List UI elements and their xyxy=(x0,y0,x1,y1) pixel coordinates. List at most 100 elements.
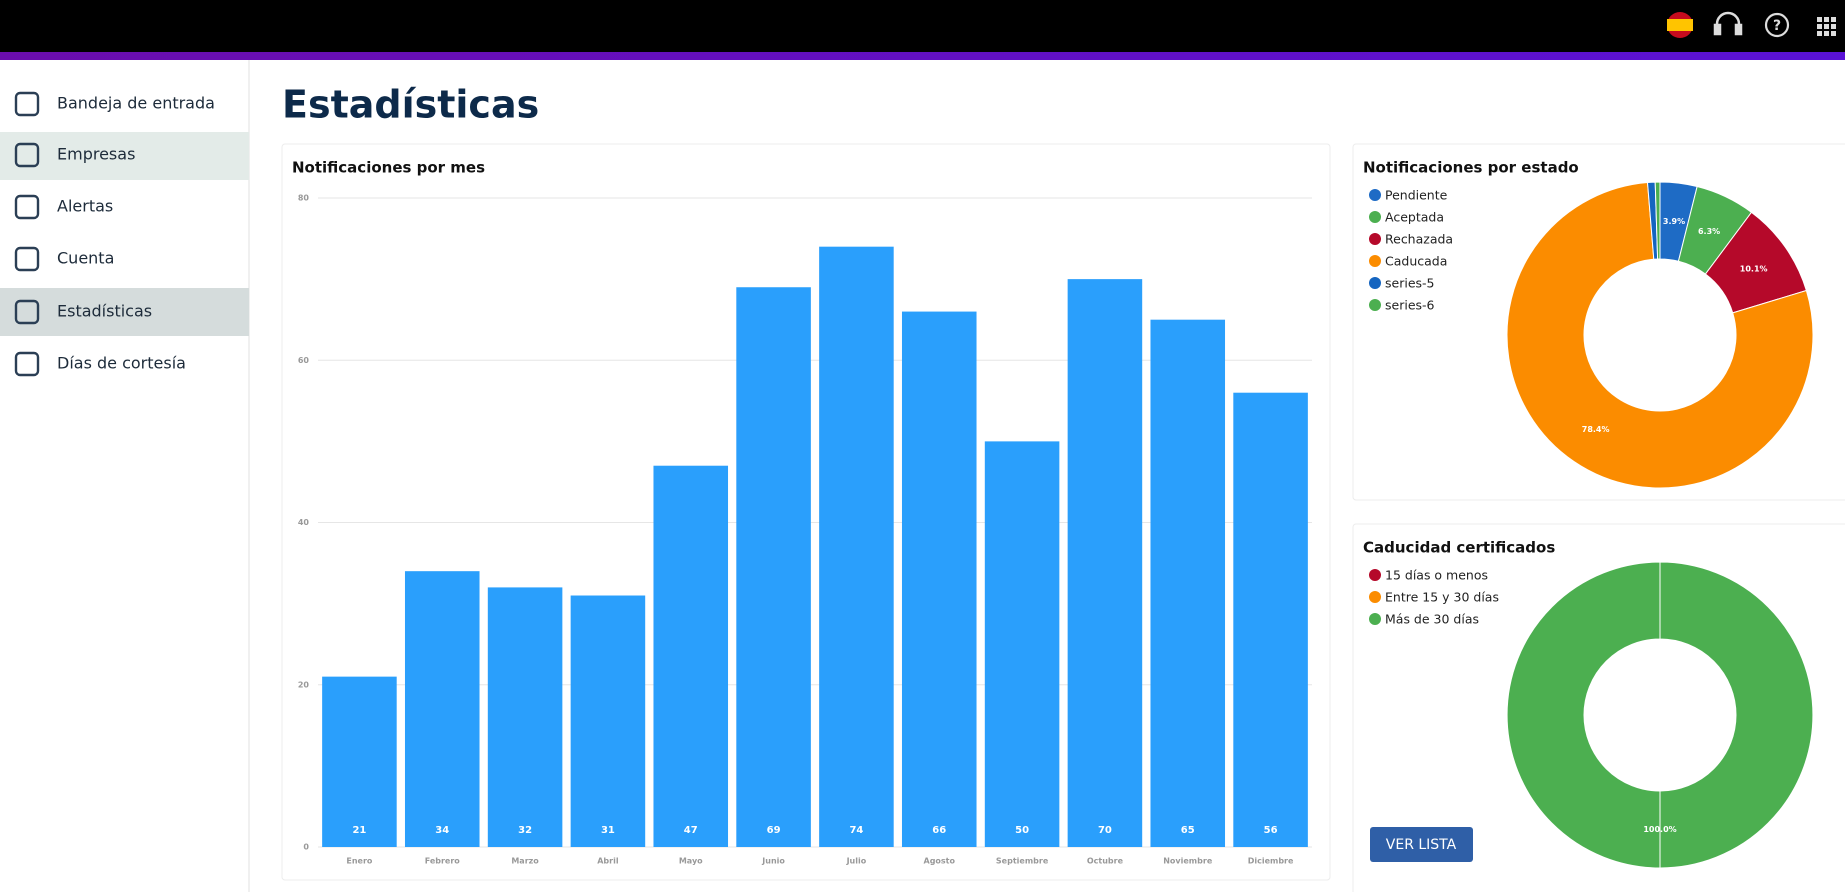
apps-icon[interactable] xyxy=(1817,17,1836,36)
apps-dot xyxy=(1824,24,1829,29)
legend-label: Caducada xyxy=(1385,254,1447,269)
apps-dot xyxy=(1817,31,1822,36)
bar-value-label: 47 xyxy=(684,825,698,836)
bar-value-label: 65 xyxy=(1181,825,1195,836)
apps-dot xyxy=(1824,17,1829,22)
x-tick-label: Diciembre xyxy=(1248,857,1294,866)
x-tick-label: Agosto xyxy=(924,857,956,866)
nav-active xyxy=(0,288,249,336)
nav-label[interactable]: Días de cortesía xyxy=(57,354,186,373)
legend-label: series-6 xyxy=(1385,298,1435,313)
bar xyxy=(653,465,729,847)
x-tick-label: Junio xyxy=(761,857,785,866)
pie-slice xyxy=(1654,181,1661,260)
nav-label[interactable]: Cuenta xyxy=(57,249,114,268)
x-tick-label: Noviembre xyxy=(1163,857,1213,866)
nav-label[interactable]: Empresas xyxy=(57,145,135,164)
legend-label: Rechazada xyxy=(1385,232,1453,247)
bar-value-label: 69 xyxy=(767,825,781,836)
legend-swatch xyxy=(1369,299,1381,311)
bar-value-label: 66 xyxy=(932,825,946,836)
pie-slice xyxy=(1506,561,1814,869)
flag-icon[interactable] xyxy=(1667,12,1693,38)
legend-swatch xyxy=(1369,233,1381,245)
bar-value-label: 34 xyxy=(435,825,449,836)
chart-title: Caducidad certificados xyxy=(1363,539,1555,557)
bar-value-label: 70 xyxy=(1098,825,1112,836)
legend-label: Más de 30 días xyxy=(1385,612,1479,627)
chart-title: Notificaciones por mes xyxy=(292,159,485,177)
bar xyxy=(819,246,894,848)
accent-bar xyxy=(0,52,1845,60)
apps-dot xyxy=(1831,17,1836,22)
slice-label: 10.1% xyxy=(1740,265,1768,274)
slice-label: 100.0% xyxy=(1643,825,1676,834)
y-tick-label: 0 xyxy=(303,843,309,852)
bar-value-label: 56 xyxy=(1264,825,1278,836)
svg-text:?: ? xyxy=(1773,18,1781,34)
apps-dot xyxy=(1824,31,1829,36)
help-icon[interactable]: ? xyxy=(1764,12,1790,38)
nav-item[interactable]: Bandeja de entrada xyxy=(14,91,215,117)
bar xyxy=(736,287,811,847)
bar xyxy=(1233,392,1308,847)
legend-swatch xyxy=(1369,591,1381,603)
nav-item[interactable]: Empresas xyxy=(14,142,135,168)
nav-icon xyxy=(14,246,40,272)
bar-value-label: 32 xyxy=(518,825,532,836)
x-tick-label: Enero xyxy=(346,857,373,866)
sidebar xyxy=(0,60,249,892)
button[interactable]: VER LISTA xyxy=(1370,827,1473,862)
chart-title: Notificaciones por estado xyxy=(1363,159,1579,177)
legend-swatch xyxy=(1369,211,1381,223)
bar-value-label: 50 xyxy=(1015,825,1029,836)
nav-label[interactable]: Estadísticas xyxy=(57,302,152,321)
nav-item[interactable]: Cuenta xyxy=(14,246,114,272)
bar-value-label: 31 xyxy=(601,825,615,836)
legend-swatch xyxy=(1369,613,1381,625)
pie-slice xyxy=(1506,181,1814,489)
page-title: Estadísticas xyxy=(282,83,539,127)
legend-swatch xyxy=(1369,569,1381,581)
x-tick-label: Septiembre xyxy=(996,857,1049,866)
bar-value-label: 74 xyxy=(849,825,863,836)
nav-item[interactable]: Alertas xyxy=(14,194,113,220)
legend-label: Aceptada xyxy=(1385,210,1444,225)
apps-dot xyxy=(1817,17,1822,22)
y-tick-label: 80 xyxy=(298,194,310,203)
y-tick-label: 20 xyxy=(298,680,310,689)
apps-dot xyxy=(1817,24,1822,29)
top-bar xyxy=(0,0,1845,52)
slice-label: 6.3% xyxy=(1698,227,1720,236)
legend-label: Pendiente xyxy=(1385,188,1448,203)
nav-label[interactable]: Bandeja de entrada xyxy=(57,94,215,113)
nav-label[interactable]: Alertas xyxy=(57,197,113,216)
bar-value-label: 21 xyxy=(352,825,366,836)
support-icon[interactable] xyxy=(1713,11,1743,36)
nav-icon xyxy=(14,194,40,220)
slice-label: 78.4% xyxy=(1582,425,1610,434)
x-tick-label: Marzo xyxy=(511,857,539,866)
legend-swatch xyxy=(1369,255,1381,267)
y-tick-label: 40 xyxy=(298,518,310,527)
x-tick-label: Mayo xyxy=(679,857,703,866)
legend-label: series-5 xyxy=(1385,276,1434,291)
nav-highlight xyxy=(0,132,249,180)
x-tick-label: Febrero xyxy=(425,857,461,866)
legend-swatch xyxy=(1369,277,1381,289)
apps-dot xyxy=(1831,31,1836,36)
nav-icon xyxy=(14,299,40,325)
apps-dot xyxy=(1831,24,1836,29)
bar xyxy=(901,311,977,847)
nav-item[interactable]: Días de cortesía xyxy=(14,351,186,377)
nav-icon xyxy=(14,91,40,117)
bar xyxy=(570,595,646,847)
nav-item[interactable]: Estadísticas xyxy=(14,299,152,325)
bar xyxy=(984,441,1060,847)
x-tick-label: Julio xyxy=(846,857,867,866)
nav-icon xyxy=(14,142,40,168)
button-label[interactable]: VER LISTA xyxy=(1386,837,1457,853)
legend-label: Entre 15 y 30 días xyxy=(1385,590,1499,605)
y-tick-label: 60 xyxy=(298,356,310,365)
